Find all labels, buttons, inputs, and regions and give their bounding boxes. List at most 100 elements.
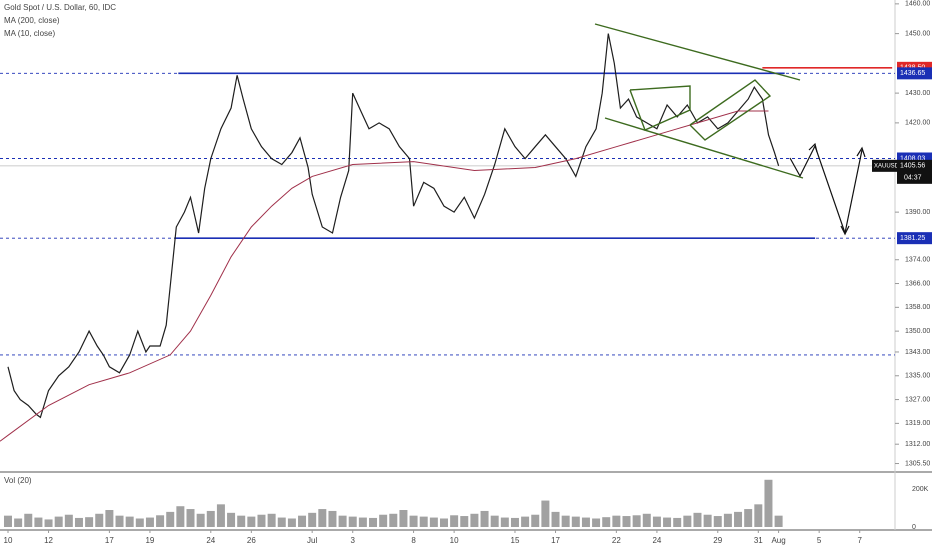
y-tick-label: 1358.00 <box>905 304 930 311</box>
flag-2 <box>689 79 772 141</box>
price-tag-box <box>897 232 932 245</box>
volume-bar <box>470 513 479 527</box>
arrow-head <box>856 146 866 158</box>
x-tick-label: 8 <box>411 536 416 545</box>
y-tick-label: 1366.00 <box>905 280 930 287</box>
x-tick-label: Aug <box>771 536 785 545</box>
x-tick-label: 5 <box>817 536 822 545</box>
x-tick-label: 24 <box>652 536 661 545</box>
volume-bar <box>3 515 12 527</box>
volume-bar <box>95 513 104 527</box>
volume-bar <box>612 515 621 527</box>
volume-bar <box>693 512 702 527</box>
volume-bar <box>85 517 94 527</box>
last-price-tag: XAUUSD 1405.56 04:37 <box>872 159 932 184</box>
volume-bar <box>358 517 367 527</box>
y-tick-label: 1343.00 <box>905 349 930 356</box>
volume-bar <box>176 506 185 527</box>
volume-bar <box>135 518 144 527</box>
last-price-box <box>897 159 932 184</box>
volume-bar <box>531 514 540 527</box>
volume-bar <box>74 517 83 527</box>
volume-bar <box>196 513 205 527</box>
y-tick-label: 1350.00 <box>905 328 930 335</box>
volume-bar <box>348 516 357 527</box>
x-tick-label: 22 <box>612 536 621 545</box>
volume-bar <box>500 517 509 527</box>
volume-bar <box>592 518 601 527</box>
trendlines <box>594 23 804 179</box>
volume-bar <box>480 510 489 527</box>
volume-bar <box>338 515 347 527</box>
volume-bar <box>14 518 23 527</box>
volume-bar <box>379 514 388 527</box>
volume-bar <box>713 516 722 527</box>
y-tick-label: 1327.00 <box>905 396 930 403</box>
volume-bar <box>186 509 195 527</box>
x-tick-label: Jul <box>307 536 317 545</box>
volume-bar <box>764 479 773 527</box>
volume-bar <box>105 510 114 527</box>
volume-bar <box>723 513 732 527</box>
price-tag: 1436.65 <box>897 67 932 80</box>
volume-bar <box>227 512 236 527</box>
x-tick-label: 7 <box>857 536 862 545</box>
price-tag: 1381.25 <box>897 232 932 245</box>
volume-bar <box>581 517 590 527</box>
volume-bar <box>754 504 763 527</box>
price-tag-label: 1436.65 <box>900 70 925 77</box>
y-tick-label: 1374.00 <box>905 257 930 264</box>
y-tick-label: 1430.00 <box>905 90 930 97</box>
volume-bar <box>247 516 256 527</box>
volume-bar <box>673 517 682 527</box>
volume-bar <box>602 517 611 527</box>
volume-bar <box>439 518 448 527</box>
y-tick-label: 1460.00 <box>905 1 930 8</box>
volume-bar <box>277 517 286 527</box>
volume-bar <box>389 513 398 527</box>
x-tick-label: 31 <box>754 536 763 545</box>
volume-bar <box>34 517 43 527</box>
price-tag-label: 1408.03 <box>900 155 925 162</box>
plot-area <box>0 33 895 442</box>
volume-bar <box>287 518 296 527</box>
volume-bar <box>206 510 215 527</box>
x-tick-label: 19 <box>145 536 154 545</box>
x-tick-label: 10 <box>4 536 13 545</box>
volume-bar <box>328 510 337 527</box>
arrow-head <box>808 142 818 153</box>
x-tick-label: 26 <box>247 536 256 545</box>
volume-bar <box>632 515 641 527</box>
countdown-label: 04:37 <box>904 175 922 182</box>
x-tick-label: 29 <box>713 536 722 545</box>
price-tag-label: 1381.25 <box>900 235 925 242</box>
y-tick-label: 1390.00 <box>905 209 930 216</box>
x-tick-label: 17 <box>551 536 560 545</box>
chart-title: Gold Spot / U.S. Dollar, 60, IDC <box>4 3 116 12</box>
last-price-label: 1405.56 <box>900 163 925 170</box>
volume-bar <box>642 513 651 527</box>
volume-title: Vol (20) <box>4 476 32 485</box>
volume-bar <box>298 515 307 527</box>
volume-bar <box>521 516 530 527</box>
volume-bar <box>419 516 428 527</box>
volume-bar <box>541 500 550 527</box>
channel-bottom <box>604 117 804 179</box>
volume-bar <box>369 517 378 527</box>
symbol-label: XAUUSD <box>874 163 900 169</box>
volume-bar <box>703 514 712 527</box>
indicator-label: MA (10, close) <box>4 29 55 38</box>
volume-bar <box>24 513 33 527</box>
channel-top <box>594 23 801 81</box>
volume-bar <box>683 515 692 527</box>
volume-bar <box>115 515 124 527</box>
y-tick-label: 1319.00 <box>905 420 930 427</box>
volume-bar <box>551 511 560 527</box>
y-tick-label: 1312.00 <box>905 441 930 448</box>
x-tick-label: 10 <box>450 536 459 545</box>
volume-bar <box>257 514 266 527</box>
x-tick-label: 3 <box>351 536 356 545</box>
volume-tick-label: 0 <box>912 524 916 531</box>
y-tick-label: 1335.00 <box>905 373 930 380</box>
